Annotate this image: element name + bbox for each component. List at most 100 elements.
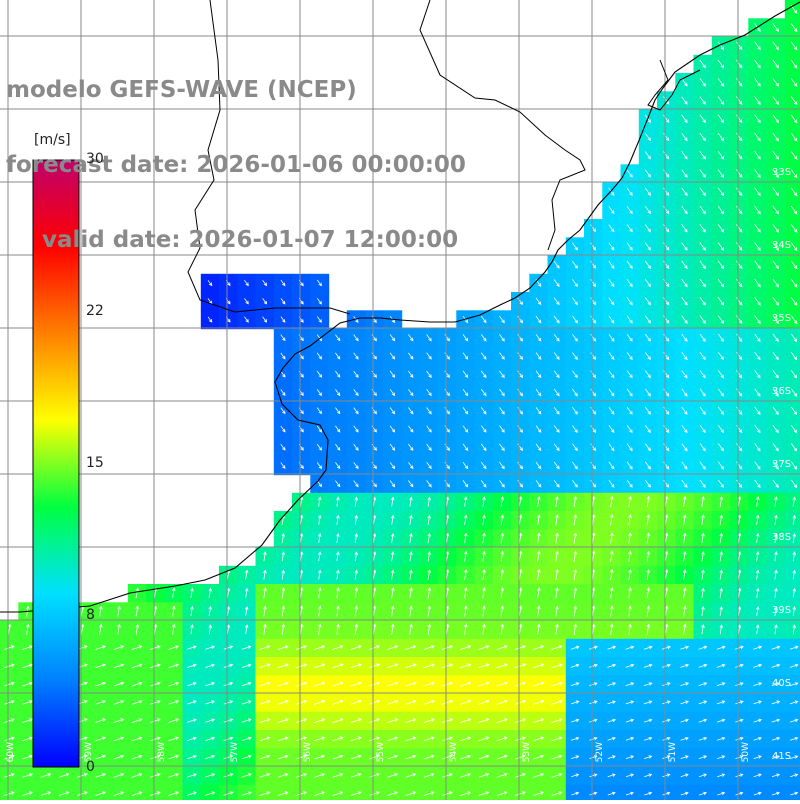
wind-arrow — [317, 551, 322, 562]
wind-arrow — [280, 443, 286, 451]
wind-arrow — [608, 370, 615, 379]
wind-arrow — [646, 605, 651, 617]
wind-cell — [54, 784, 74, 804]
wind-arrow — [663, 114, 670, 123]
lon-label-58w: 58W — [157, 742, 167, 763]
wind-arrow — [171, 623, 176, 635]
wind-cell — [0, 711, 19, 731]
wind-arrow — [4, 681, 15, 687]
wind-cell — [365, 602, 384, 622]
wind-arrow — [335, 352, 341, 360]
wind-cell — [401, 657, 421, 676]
wind-arrow — [735, 663, 744, 668]
wind-cell — [419, 766, 439, 786]
wind-arrow — [496, 754, 508, 760]
wind-arrow — [445, 532, 450, 544]
wind-arrow — [317, 569, 322, 580]
wind-arrow — [241, 773, 252, 778]
wind-arrow — [262, 279, 268, 287]
wind-arrow — [295, 681, 308, 687]
wind-arrow — [480, 352, 487, 360]
wind-arrow — [168, 718, 179, 723]
wind-arrow — [590, 479, 597, 488]
wind-cell — [419, 547, 439, 567]
wind-arrow — [736, 388, 743, 397]
wind-arrow — [263, 551, 267, 562]
wind-arrow — [442, 791, 453, 796]
wind-arrow — [610, 587, 614, 599]
wind-arrow — [316, 352, 322, 360]
wind-cell — [18, 693, 38, 713]
wind-arrow — [699, 224, 706, 233]
wind-arrow — [535, 315, 542, 324]
wind-arrow — [626, 169, 633, 178]
wind-arrow — [699, 406, 706, 415]
wind-arrow — [792, 551, 796, 562]
wind-arrow — [423, 736, 435, 742]
wind-cell — [730, 748, 749, 768]
wind-cell — [711, 657, 731, 676]
wind-arrow — [296, 791, 307, 796]
wind-arrow — [277, 773, 289, 778]
wind-arrow — [113, 700, 125, 705]
wind-arrow — [372, 551, 377, 562]
wind-arrow — [573, 587, 578, 599]
wind-arrow — [281, 623, 286, 635]
wind-arrow — [223, 754, 234, 760]
wind-arrow — [244, 587, 249, 598]
wind-arrow — [717, 132, 725, 142]
wind-arrow — [754, 59, 761, 69]
wind-cell — [383, 784, 403, 804]
wind-arrow — [628, 532, 632, 544]
wind-cell — [638, 675, 658, 695]
wind-arrow — [790, 443, 798, 452]
wind-arrow — [405, 663, 417, 669]
wind-arrow — [590, 297, 597, 306]
wind-cell — [164, 784, 184, 804]
wind-arrow — [281, 532, 285, 544]
wind-arrow — [755, 532, 760, 544]
wind-arrow — [701, 569, 705, 580]
colorbar — [32, 159, 80, 768]
wind-arrow — [95, 700, 106, 705]
wind-arrow — [717, 278, 725, 288]
wind-arrow — [790, 333, 798, 342]
wind-arrow — [716, 663, 726, 668]
wind-cell — [784, 565, 800, 585]
wind-arrow — [717, 443, 724, 452]
wind-arrow — [755, 514, 760, 525]
wind-arrow — [423, 663, 435, 669]
wind-cell — [675, 638, 695, 658]
wind-arrow — [553, 334, 560, 342]
wind-cell — [346, 730, 366, 749]
wind-arrow — [573, 568, 578, 581]
model-title: modelo GEFS-WAVE (NCEP) — [6, 77, 357, 103]
wind-cell — [164, 766, 184, 786]
wind-arrow — [205, 645, 215, 650]
wind-arrow — [445, 587, 450, 599]
wind-arrow — [737, 587, 742, 598]
wind-arrow — [314, 754, 326, 760]
wind-cell — [474, 748, 494, 768]
wind-cell — [310, 730, 330, 749]
wind-arrow — [445, 623, 450, 635]
wind-cell — [529, 602, 549, 622]
wind-arrow — [644, 132, 651, 142]
wind-arrow — [754, 351, 761, 361]
wind-arrow — [390, 514, 395, 525]
wind-cell — [784, 383, 800, 403]
wind-cell — [784, 18, 800, 38]
wind-cell — [273, 511, 293, 530]
wind-cell — [200, 584, 220, 603]
wind-arrow — [717, 224, 725, 233]
wind-cell — [200, 784, 220, 804]
wind-cell — [310, 784, 330, 804]
wind-arrow — [716, 682, 726, 686]
wind-arrow — [518, 623, 523, 635]
wind-cell — [328, 657, 348, 676]
wind-arrow — [499, 425, 505, 433]
wind-arrow — [336, 496, 340, 507]
wind-cell — [127, 675, 147, 695]
wind-arrow — [753, 700, 762, 705]
wind-arrow — [131, 773, 143, 778]
